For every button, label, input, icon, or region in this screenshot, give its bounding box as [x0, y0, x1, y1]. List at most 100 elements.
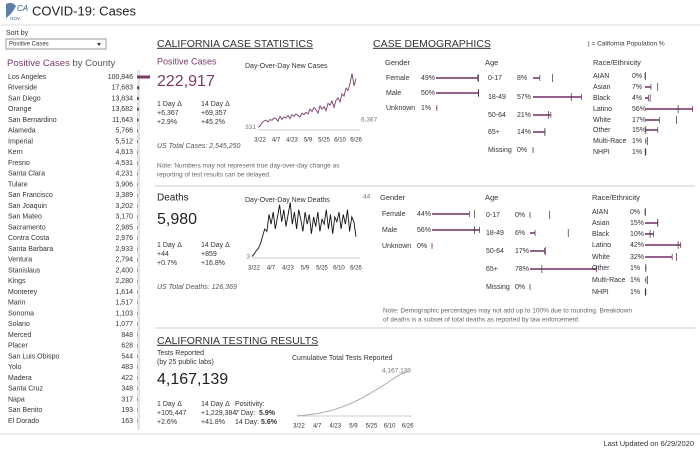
county-name: Ventura — [8, 257, 32, 264]
x-tick-label: 4/7 — [272, 138, 281, 144]
county-name: Sacramento — [8, 224, 46, 231]
delta-label: 14 Day Δ — [201, 242, 230, 249]
county-value: 348 — [121, 386, 133, 393]
county-name: San Francisco — [8, 192, 53, 199]
end-label: 44 — [363, 194, 371, 201]
demo-label: 50-64 — [486, 248, 504, 255]
county-name: Merced — [8, 332, 31, 339]
demo-value: 10% — [630, 231, 644, 238]
positivity-label: 7 Day: — [235, 410, 255, 417]
sidebar-divider — [137, 70, 140, 430]
demo-label: Unknown — [382, 243, 411, 250]
demo-value: 4% — [632, 95, 642, 102]
demo-value: 42% — [630, 242, 644, 249]
demo-label: Female — [382, 211, 405, 218]
demo-label: 0-17 — [486, 212, 500, 219]
county-value: 2,976 — [115, 235, 133, 242]
positivity-value: 5.6% — [261, 419, 278, 426]
demo-label: 18-49 — [486, 230, 504, 237]
county-value: 163 — [121, 418, 133, 425]
county-bar — [137, 301, 138, 305]
demo-value: 1% — [630, 289, 640, 296]
group-title: Age — [485, 58, 498, 67]
demo-value: 57% — [517, 94, 531, 101]
demo-value: 56% — [417, 227, 431, 234]
x-tick-label: 5/9 — [304, 138, 313, 144]
county-name: Marin — [8, 300, 26, 307]
demo-label: Latino — [593, 106, 612, 113]
x-tick-label: 3/22 — [248, 266, 260, 272]
demo-bar — [645, 119, 660, 121]
end-label: 6,367 — [361, 117, 378, 124]
positivity-label: Positivity: — [235, 401, 265, 408]
county-value: 1,103 — [115, 310, 133, 317]
demo-label: 50-64 — [488, 112, 506, 119]
note-text: of deaths is a subset of total deaths as… — [383, 317, 580, 324]
demo-value: 44% — [417, 211, 431, 218]
county-bar — [137, 344, 138, 348]
section-title: CALIFORNIA TESTING RESULTS — [157, 335, 318, 347]
delta-value: +69,357 — [201, 110, 227, 117]
demo-bar — [530, 250, 545, 252]
demo-bar — [432, 229, 480, 231]
x-tick-label: 6/26 — [402, 424, 414, 430]
demo-label: AIAN — [592, 209, 608, 216]
county-value: 848 — [121, 332, 133, 339]
demo-bar — [432, 213, 470, 215]
county-name: Monterey — [8, 289, 38, 296]
chart-title: Day-Over-Day New Cases — [245, 63, 328, 70]
demo-label: Missing — [486, 284, 510, 291]
county-bar — [137, 269, 138, 272]
x-tick-label: 4/23 — [329, 424, 341, 430]
start-label: 3 — [246, 253, 250, 260]
delta-pct: +2.9% — [157, 119, 177, 126]
demo-bar — [645, 233, 654, 235]
group-title: Race/Ethnicity — [593, 58, 641, 67]
county-bar — [137, 150, 138, 154]
x-tick-label: 4/23 — [286, 138, 298, 144]
county-name: San Bernardino — [8, 117, 57, 124]
sidebar-title: Positive Cases by County — [7, 58, 116, 69]
demo-value: 0% — [417, 243, 427, 250]
population-legend: | = California Population % — [588, 41, 665, 48]
x-tick-label: 5/25 — [366, 424, 378, 430]
demo-bar — [436, 92, 479, 94]
sort-dropdown[interactable] — [5, 38, 107, 50]
demo-value: 17% — [515, 248, 529, 255]
county-bar — [137, 290, 138, 294]
county-bar — [137, 172, 138, 176]
county-name: Tulare — [8, 181, 28, 188]
demo-label: Black — [592, 231, 610, 238]
county-name: Imperial — [8, 138, 33, 145]
county-bar — [137, 333, 138, 337]
us-total: US Total Deaths: 126,369 — [157, 284, 237, 291]
demo-value: 0% — [515, 212, 525, 219]
demo-value: 49% — [421, 75, 435, 82]
stat-label: Positive Cases — [157, 56, 217, 66]
county-value: 317 — [121, 396, 133, 403]
positivity-value: 5.9% — [259, 410, 276, 417]
county-bar — [137, 193, 138, 197]
demo-label: 0-17 — [488, 75, 502, 82]
county-value: 100,846 — [108, 74, 133, 81]
demo-bar — [533, 114, 551, 116]
demo-value: 1% — [421, 105, 431, 112]
county-name: Alameda — [8, 128, 36, 135]
county-name: Orange — [8, 106, 31, 113]
chart-title: Day-Over-Day New Deaths — [245, 197, 330, 204]
county-name: Napa — [8, 396, 25, 403]
title-part: Positive Cases — [7, 58, 70, 69]
demo-value: 56% — [632, 106, 646, 113]
demo-label: Other — [593, 127, 611, 134]
county-bar — [137, 365, 138, 369]
group-title: Race/Ethnicity — [592, 193, 640, 202]
demo-label: Multi-Race — [593, 138, 627, 145]
demo-label: 18-49 — [488, 94, 506, 101]
demo-value: 78% — [515, 266, 529, 273]
county-bar — [137, 215, 138, 219]
county-name: Santa Cruz — [8, 386, 44, 393]
county-bar — [137, 236, 138, 240]
county-bar — [137, 107, 139, 111]
demo-label: NHPI — [593, 149, 610, 156]
us-total: US Total Cases: 2,545,250 — [157, 143, 241, 150]
